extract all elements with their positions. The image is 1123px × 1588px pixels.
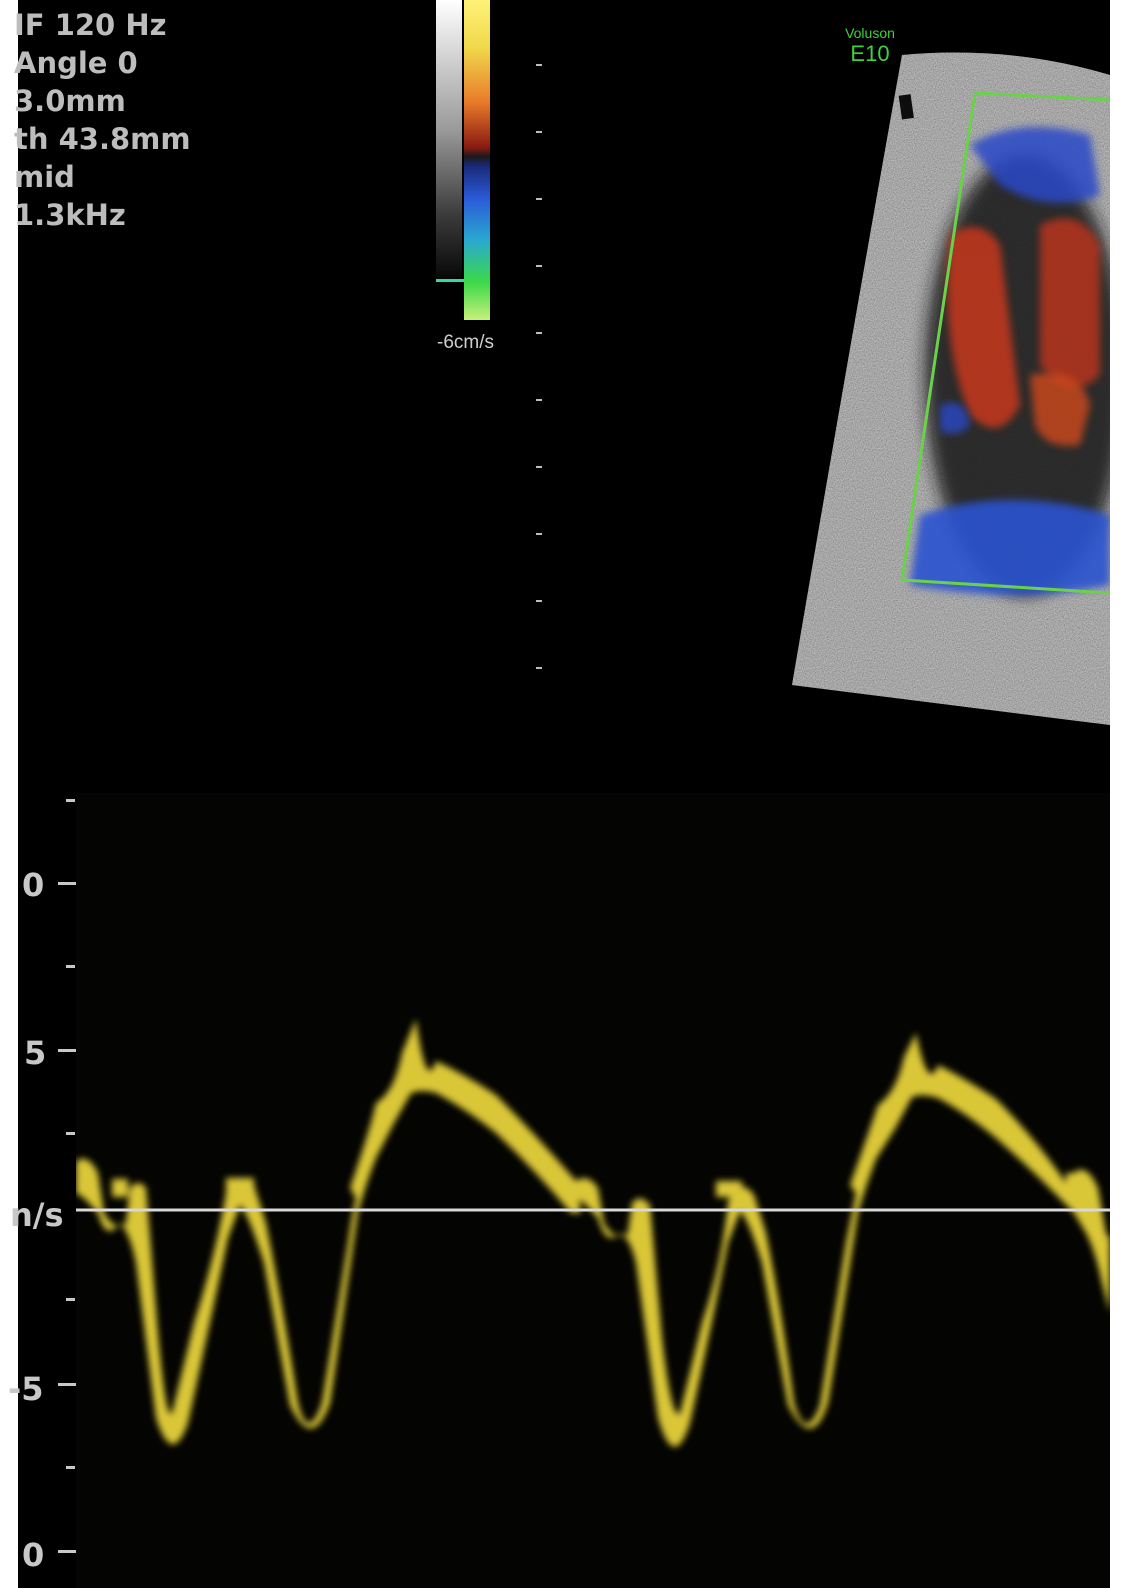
baseline-marker (436, 279, 464, 282)
image-right-edge (1110, 0, 1123, 1588)
axis-major-tick (58, 1383, 76, 1386)
param-prf: IF 120 Hz (14, 8, 167, 42)
logo-brand: Voluson (845, 25, 895, 41)
param-filter: mid (14, 160, 75, 194)
scan-parameters: IF 120 Hz Angle 0 3.0mm th 43.8mm mid 1.… (14, 6, 274, 234)
axis-minor-tick (66, 1132, 75, 1135)
color-map (464, 0, 490, 320)
axis-minor-tick (66, 1466, 75, 1469)
axis-label-plus5: 5 (24, 1034, 47, 1072)
axis-label-unit: n/s (10, 1196, 64, 1234)
param-angle: Angle 0 (14, 46, 138, 80)
axis-label-bottom: 0 (22, 1536, 45, 1574)
param-gate: 3.0mm (14, 84, 126, 118)
roi-box (900, 91, 1110, 595)
color-velocity-scale (436, 0, 490, 320)
axis-label-minus5: -5 (8, 1370, 44, 1408)
color-scale-min-label: -6cm/s (437, 332, 494, 353)
axis-major-tick (58, 1550, 76, 1553)
param-depth: th 43.8mm (14, 122, 191, 156)
axis-minor-tick (66, 965, 75, 968)
image-left-edge (0, 0, 18, 1588)
spectral-doppler-trace (76, 793, 1110, 1588)
logo-model: E10 (850, 41, 890, 66)
gray-map (436, 0, 462, 288)
param-wall-filter: 1.3kHz (14, 198, 126, 232)
depth-ruler (536, 64, 542, 669)
axis-major-tick (58, 882, 76, 885)
color-doppler-image (792, 52, 1110, 725)
axis-minor-tick (66, 799, 75, 802)
voluson-logo: Voluson E10 (830, 24, 910, 66)
axis-label-top: 0 (22, 866, 45, 904)
axis-major-tick (58, 1049, 76, 1052)
axis-minor-tick (66, 1298, 75, 1301)
